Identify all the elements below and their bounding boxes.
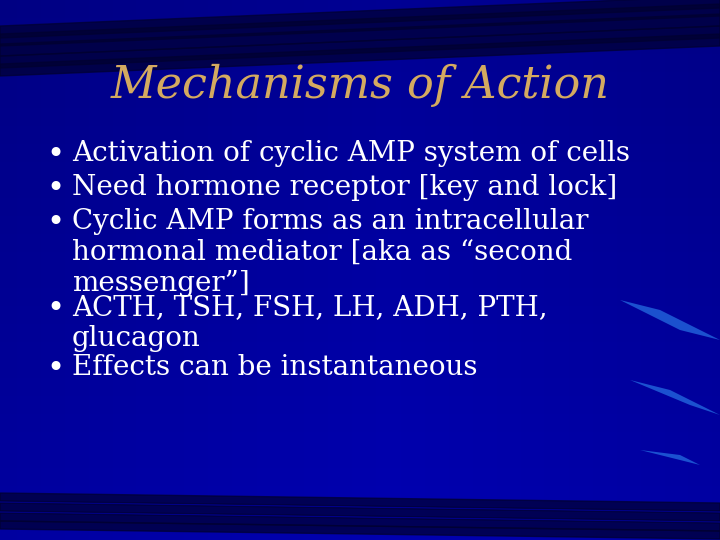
Text: •: • [46, 208, 64, 237]
Polygon shape [640, 450, 720, 475]
Text: •: • [46, 174, 64, 203]
Text: •: • [46, 294, 64, 323]
Text: Cyclic AMP forms as an intracellular
hormonal mediator [aka as “second
messenger: Cyclic AMP forms as an intracellular hor… [72, 208, 588, 298]
Polygon shape [620, 300, 720, 340]
Polygon shape [630, 380, 720, 415]
Text: Effects can be instantaneous: Effects can be instantaneous [72, 354, 477, 381]
Text: •: • [46, 354, 64, 383]
Text: •: • [46, 140, 64, 169]
Text: Activation of cyclic AMP system of cells: Activation of cyclic AMP system of cells [72, 140, 630, 167]
Text: Mechanisms of Action: Mechanisms of Action [111, 63, 609, 106]
Text: Need hormone receptor [key and lock]: Need hormone receptor [key and lock] [72, 174, 617, 201]
Text: ACTH, TSH, FSH, LH, ADH, PTH,
glucagon: ACTH, TSH, FSH, LH, ADH, PTH, glucagon [72, 294, 548, 352]
